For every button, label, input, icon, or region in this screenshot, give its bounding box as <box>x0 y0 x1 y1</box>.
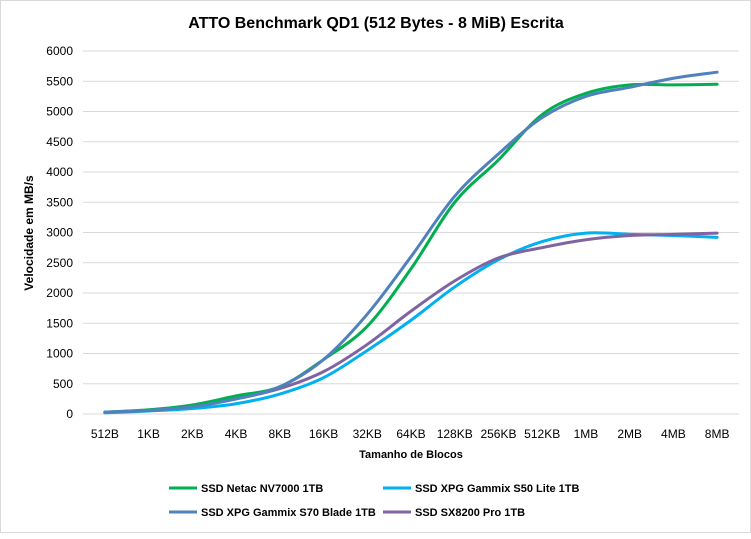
y-tick-label: 1500 <box>46 316 73 330</box>
x-tick-label: 8MB <box>705 427 730 441</box>
legend-label: SSD SX8200 Pro 1TB <box>415 507 525 519</box>
y-tick-label: 1000 <box>46 347 73 361</box>
y-tick-label: 2000 <box>46 286 73 300</box>
x-tick-label: 16KB <box>309 427 338 441</box>
y-tick-label: 4000 <box>46 165 73 179</box>
y-tick-label: 2500 <box>46 256 73 270</box>
series-line-1 <box>103 231 719 415</box>
legend-label: SSD XPG Gammix S50 Lite 1TB <box>415 483 580 495</box>
x-tick-label: 64KB <box>396 427 425 441</box>
x-tick-label: 8KB <box>268 427 291 441</box>
y-tick-label: 4500 <box>46 135 73 149</box>
chart-title: ATTO Benchmark QD1 (512 Bytes - 8 MiB) E… <box>188 15 564 32</box>
series-line-2 <box>103 70 719 414</box>
x-tick-label: 512B <box>91 427 119 441</box>
legend: SSD Netac NV7000 1TB SSD XPG Gammix S50 L… <box>169 483 580 519</box>
y-tick-label: 0 <box>66 407 73 421</box>
y-tick-label: 5500 <box>46 74 73 88</box>
x-axis-label: Tamanho de Blocos <box>359 449 463 461</box>
series-line-0 <box>103 82 719 414</box>
x-tick-label: 512KB <box>524 427 560 441</box>
y-tick-label: 6000 <box>46 44 73 58</box>
x-tick-label: 256KB <box>480 427 516 441</box>
x-tick-label: 1MB <box>574 427 599 441</box>
y-axis-label: Velocidade em MB/s <box>22 175 36 291</box>
y-tick-label: 3500 <box>46 195 73 209</box>
x-tick-label: 4KB <box>225 427 248 441</box>
x-tick-label: 32KB <box>353 427 382 441</box>
x-tick-label: 4MB <box>661 427 686 441</box>
x-tick-label: 128KB <box>437 427 473 441</box>
x-tick-label: 2MB <box>617 427 642 441</box>
legend-label: SSD XPG Gammix S70 Blade 1TB <box>201 507 376 519</box>
y-tick-label: 5000 <box>46 105 73 119</box>
y-tick-label: 3000 <box>46 226 73 240</box>
y-tick-label: 500 <box>53 377 73 391</box>
legend-label: SSD Netac NV7000 1TB <box>201 483 323 495</box>
x-tick-label: 2KB <box>181 427 204 441</box>
x-tick-label: 1KB <box>137 427 160 441</box>
series-line-3 <box>103 231 719 414</box>
